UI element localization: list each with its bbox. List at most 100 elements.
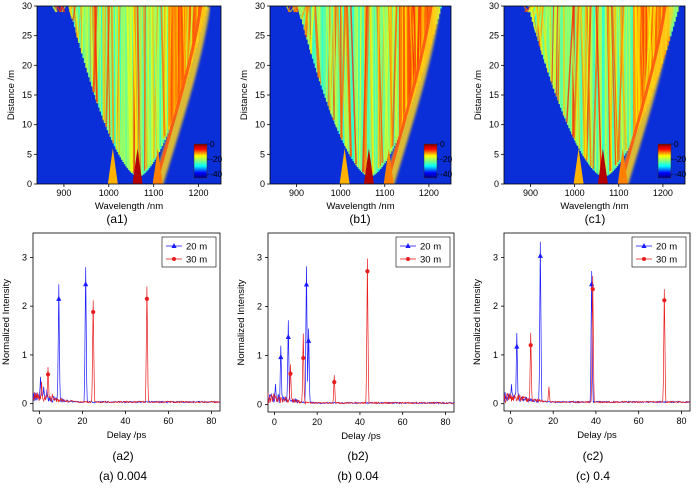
x-axis-label: Delay /ps: [107, 430, 147, 441]
spectral-column: [387, 6, 390, 157]
filament-streak: [287, 6, 292, 13]
spectral-column: [419, 6, 423, 77]
legend-box: [395, 236, 451, 268]
filament-streak: [56, 6, 62, 13]
y-tick-label: 2: [257, 302, 262, 312]
y-tick-label: 25: [255, 31, 265, 41]
filament-streak: [292, 6, 299, 13]
filament-streak: [639, 6, 645, 110]
filament-streak: [92, 6, 98, 93]
panel-label-b1: (b1): [349, 212, 371, 226]
filament-streak: [628, 6, 631, 143]
spectral-column: [317, 6, 320, 77]
filament-streak: [387, 6, 394, 146]
spectral-column: [149, 6, 152, 167]
filament-streak: [529, 6, 537, 13]
spectral-column: [676, 6, 679, 12]
spectral-column: [644, 6, 647, 112]
spectral-column: [166, 6, 169, 134]
filament-streak: [297, 6, 303, 20]
filament-streak: [595, 6, 602, 175]
data-point-marker: [537, 252, 543, 258]
x-tick-label: 1000: [331, 188, 351, 198]
filament-streak: [68, 6, 74, 19]
spectral-column: [422, 6, 425, 68]
heatmap-field: [37, 6, 221, 184]
spectral-column: [349, 6, 352, 157]
spectral-column: [158, 6, 161, 152]
spectral-column: [321, 6, 324, 90]
spectral-column: [649, 6, 652, 97]
spectral-column: [159, 6, 162, 150]
data-point-marker: [306, 337, 312, 343]
spectral-column: [366, 6, 369, 177]
data-point-marker: [285, 333, 291, 339]
panel-label-b2: (b2): [347, 449, 369, 463]
spectral-column: [639, 6, 643, 122]
x-tick-label: 60: [398, 417, 408, 427]
legend-label: 20 m: [420, 242, 441, 253]
spectral-column: [192, 6, 195, 58]
spectral-column: [112, 6, 115, 144]
spectral-column: [353, 6, 357, 164]
y-tick-label: 0: [27, 179, 32, 189]
spectral-column: [362, 6, 365, 174]
filament-streak: [77, 6, 82, 41]
spectral-column: [86, 6, 89, 73]
spectral-column: [611, 6, 615, 172]
y-tick-label: 1: [493, 350, 498, 360]
spectral-column: [627, 6, 630, 149]
legend-label: 20 m: [656, 242, 677, 253]
spectral-column: [109, 6, 112, 137]
panel-label-c1: (c1): [584, 212, 606, 226]
colorbar-tick-label: 0: [674, 139, 679, 149]
spectral-column: [99, 6, 102, 112]
spectral-column: [185, 6, 188, 82]
filament-streak: [583, 6, 587, 157]
soliton-band: [618, 6, 675, 184]
spectral-column: [376, 6, 379, 173]
y-tick-label: 0: [494, 179, 499, 189]
spectral-column: [604, 6, 608, 177]
x-tick-label: 1000: [99, 188, 119, 198]
spectral-column: [558, 6, 561, 105]
filament-streak: [313, 6, 320, 78]
x-tick-label: 20: [548, 416, 558, 426]
spectral-column: [631, 6, 634, 141]
data-point-marker: [301, 355, 306, 361]
heatmap-b1: 900 1000 1100 1200 0 5 10 15 20 25 30 Wavelength /n…: [239, 1, 453, 212]
x-tick-label: 40: [120, 416, 130, 426]
spectral-column: [318, 6, 322, 82]
lineplot-c2: 0 20 40 60 80 0 1 2 3 Delay /ps Normalized Intensi…: [472, 232, 691, 441]
spectral-column: [566, 6, 570, 125]
legend-marker: [406, 257, 410, 261]
y-tick-label: 10: [255, 120, 265, 130]
heatmap-field: [270, 6, 451, 184]
data-point-marker: [365, 269, 370, 274]
spectral-column: [653, 6, 657, 85]
pump-peak: [132, 148, 143, 184]
x-tick-label: 1000: [565, 188, 585, 198]
y-axis-label: Normalized Intensity: [1, 279, 12, 365]
y-axis-label: Normalized Intensity: [472, 279, 483, 365]
legend-marker: [171, 243, 177, 248]
filament-streak: [152, 6, 155, 158]
filament-streak: [619, 6, 627, 150]
soliton-core: [619, 6, 667, 184]
series-line-20m: [503, 241, 691, 404]
filament-streak: [134, 6, 139, 176]
filament-streak: [177, 6, 182, 103]
filament-streak: [362, 6, 368, 172]
filament-streak: [52, 6, 58, 13]
colorbar-tick-label: -20: [210, 154, 223, 164]
spectral-column: [600, 6, 603, 177]
filament-streak: [326, 6, 333, 115]
spectral-column: [323, 6, 326, 94]
filament-streak: [350, 6, 357, 165]
y-tick-label: 30: [22, 1, 32, 11]
filament-streak: [80, 6, 85, 54]
x-axis-label: Wavelength /nm: [95, 201, 163, 212]
soliton-band: [384, 6, 441, 184]
spectral-column: [88, 6, 91, 78]
spectral-column: [79, 6, 82, 49]
